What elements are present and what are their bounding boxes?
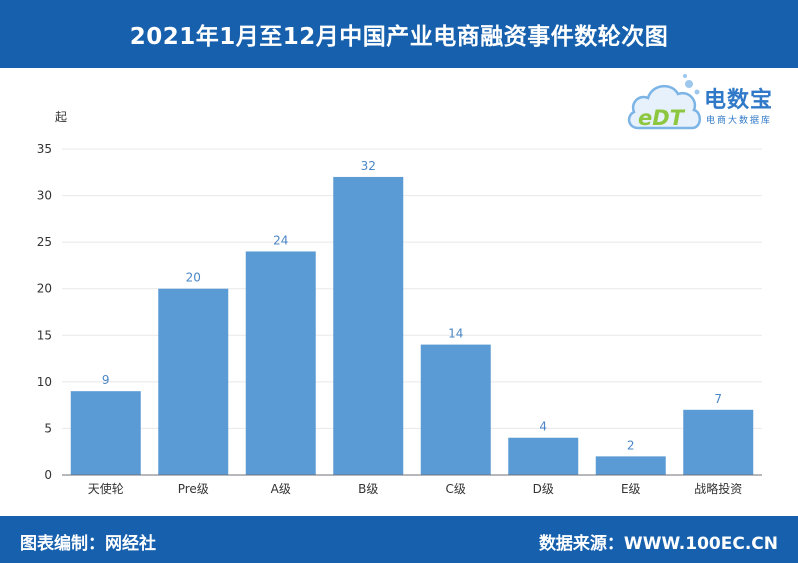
data-label: 14 xyxy=(448,327,463,341)
x-tick-label: D级 xyxy=(533,482,554,496)
y-tick-label: 20 xyxy=(37,282,52,296)
data-label: 9 xyxy=(102,373,110,387)
bar-0 xyxy=(70,391,141,475)
logo: eDT 电数宝 电商大数据库 xyxy=(626,72,791,136)
x-tick-label: Pre级 xyxy=(178,482,209,496)
cloud-logo-icon: eDT xyxy=(627,74,701,130)
bar-6 xyxy=(595,456,666,475)
y-tick-label: 30 xyxy=(37,189,52,203)
data-label: 7 xyxy=(714,392,722,406)
x-tick-label: E级 xyxy=(621,482,641,496)
y-tick-label: 35 xyxy=(37,142,52,156)
bar-3 xyxy=(333,176,404,475)
title-bar: 2021年1月至12月中国产业电商融资事件数轮次图 xyxy=(0,0,798,68)
bar-5 xyxy=(508,437,579,475)
data-label: 24 xyxy=(273,233,288,247)
y-tick-label: 15 xyxy=(37,328,52,342)
x-tick-label: C级 xyxy=(446,482,466,496)
data-label: 4 xyxy=(539,420,547,434)
y-tick-label: 0 xyxy=(44,468,52,482)
y-tick-label: 25 xyxy=(37,235,52,249)
logo-brand: 电数宝 xyxy=(704,88,774,113)
y-tick-label: 5 xyxy=(44,421,52,435)
logo-subtitle: 电商大数据库 xyxy=(706,116,773,126)
bar-4 xyxy=(420,344,491,475)
footer-bar: 图表编制：网经社 数据来源：WWW.100EC.CN xyxy=(0,516,798,563)
x-tick-label: B级 xyxy=(358,482,378,496)
footer-editor: 图表编制：网经社 xyxy=(20,534,156,554)
y-tick-label: 10 xyxy=(37,375,52,389)
logo-mark-text: eDT xyxy=(638,106,686,130)
footer-source: 数据来源：WWW.100EC.CN xyxy=(538,534,778,554)
data-label: 20 xyxy=(186,271,201,285)
bar-7 xyxy=(683,409,754,475)
bar-1 xyxy=(158,288,229,475)
x-tick-label: 天使轮 xyxy=(88,481,124,496)
bar-chart: 起 0 5 10 15 20 25 30 35 9 天使轮 20 Pre级 24 A级 32 B级 14 C级 4… xyxy=(37,110,762,496)
bars: 9 天使轮 20 Pre级 24 A级 32 B级 14 C级 4 D级 2 E级 7 战略投资 xyxy=(70,159,754,496)
bar-2 xyxy=(245,251,316,475)
data-label: 2 xyxy=(627,438,635,452)
x-tick-label: 战略投资 xyxy=(694,481,742,496)
y-axis-label: 起 xyxy=(55,110,67,124)
chart-title: 2021年1月至12月中国产业电商融资事件数轮次图 xyxy=(129,24,669,50)
x-tick-label: A级 xyxy=(271,482,291,496)
data-label: 32 xyxy=(361,159,376,173)
